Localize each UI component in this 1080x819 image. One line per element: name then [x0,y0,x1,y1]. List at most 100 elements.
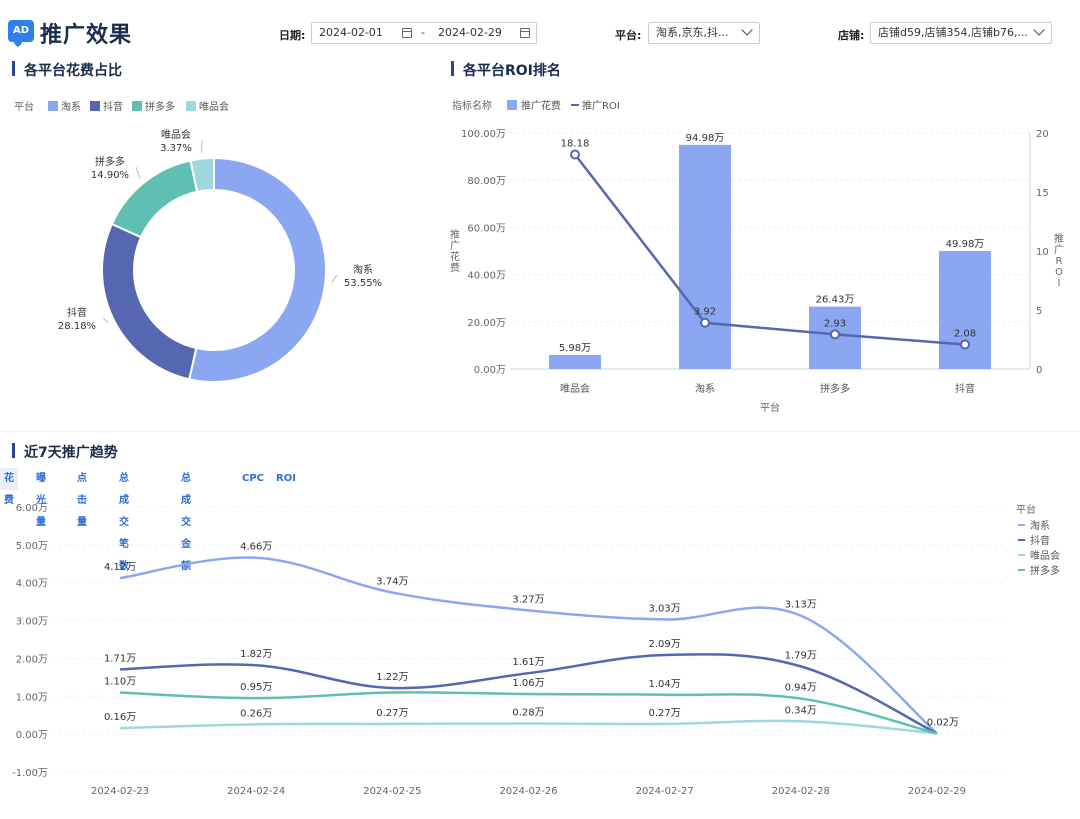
bar-value-label: 5.98万 [559,343,591,354]
label-leader-line [330,274,338,284]
section-divider [0,431,1080,432]
legend-title: 平台 [1016,503,1036,516]
legend-swatch[interactable] [507,100,517,110]
legend-item-label[interactable]: 推广ROI [582,99,620,112]
y2-tick-label: 15 [1036,188,1049,199]
legend-item-label[interactable]: 淘系 [1030,519,1050,532]
platform-spend-donut-chart: 平台 淘系 抖音 拼多多 唯品会淘系53.55%抖音28.18%拼多多14.90%唯品会… [14,100,382,383]
roi-point[interactable] [700,317,710,328]
date-separator: - [421,26,425,39]
tab-spend[interactable]: 花费 [0,468,18,506]
trend-value-label: 0.26万 [240,708,272,719]
bar[interactable] [679,144,731,369]
y-tick-label: 2.00万 [16,654,48,665]
y-tick-label: 6.00万 [16,503,48,514]
y-tick-label: 1.00万 [16,692,48,703]
trend-line [119,556,938,735]
legend-item-label[interactable]: 抖音 [1030,534,1050,547]
trend-value-label: 0.27万 [376,708,408,719]
legend-item-label[interactable]: 推广花费 [521,99,561,112]
roi-point[interactable] [830,329,840,340]
x-tick-label: 2024-02-27 [636,786,694,797]
trend-value-label: 0.16万 [104,712,136,723]
date-start-value[interactable]: 2024-02-01 [319,26,383,39]
roi-value-label: 2.93 [824,318,846,329]
trend-line [120,653,938,735]
legend-item-label[interactable]: 拼多多 [1030,564,1060,577]
tab-total-gmv[interactable]: 总成交金额 [181,473,191,572]
y-tick-label: 4.00万 [16,579,48,590]
y2-axis-title: R [1056,256,1063,267]
tab-total-orders[interactable]: 总成交笔数 [119,473,129,572]
bar-value-label: 26.43万 [816,295,855,306]
y-tick-label: 0.00万 [474,365,506,376]
y-axis-title: 花 [450,250,460,263]
tab-roi[interactable]: ROI [276,473,296,484]
x-tick-label: 淘系 [695,382,715,395]
slice-percent-label: 3.37% [160,143,192,154]
roi-value-label: 2.08 [954,328,976,339]
y-axis-title: 费 [450,261,460,274]
date-range-picker[interactable]: 2024-02-01 - 2024-02-29 [311,22,537,44]
trend-value-label: 3.03万 [649,603,681,614]
y-tick-label: 3.00万 [16,617,48,628]
legend-swatch[interactable] [90,101,100,111]
legend-item-label[interactable]: 抖音 [103,100,123,113]
y2-axis-title: I [1058,278,1061,289]
trend-value-label: 0.34万 [785,705,817,716]
slice-name-label: 拼多多 [95,155,125,168]
legend-item-label[interactable]: 唯品会 [1030,549,1060,562]
y-tick-label: 100.00万 [461,129,506,140]
legend-title: 指标名称 [452,99,492,112]
trend-value-label: 0.95万 [240,682,272,693]
roi-value-label: 3.92 [694,307,716,318]
tab-cpc[interactable]: CPC [242,473,265,484]
y-tick-label: 20.00万 [467,318,506,329]
slice-name-label: 唯品会 [161,128,191,141]
y-axis-title: 推 [450,228,460,241]
platform-roi-combo-chart: 指标名称 推广花费 推广ROI0.00万20.00万40.00万60.00万80.0… [450,99,1064,414]
trend-line [120,691,938,735]
donut-slice[interactable] [101,222,198,381]
bar[interactable] [549,354,601,369]
roi-section-title: 各平台ROI排名 [451,60,561,80]
x-tick-label: 2024-02-23 [91,786,149,797]
bar[interactable] [939,251,991,369]
pie-section-title: 各平台花费占比 [12,60,122,80]
date-end-value[interactable]: 2024-02-29 [438,26,502,39]
legend-swatch[interactable] [48,101,58,111]
trend-value-label: 0.94万 [785,683,817,694]
label-leader-line [102,317,109,324]
roi-point[interactable] [960,339,970,350]
label-leader-line [135,166,141,179]
legend-item-label[interactable]: 淘系 [61,100,81,113]
x-tick-label: 2024-02-28 [772,786,830,797]
trend-value-label: 3.74万 [376,577,408,588]
donut-slice[interactable] [189,156,215,193]
tab-impressions[interactable]: 曝光量 [36,473,46,528]
donut-slice[interactable] [188,156,327,383]
store-select[interactable]: 店铺d59,店铺354,店铺b76,... [870,22,1052,44]
y2-axis-title: 推 [1054,232,1064,245]
legend-swatch[interactable] [186,101,196,111]
trend-value-label: 1.79万 [785,650,817,661]
page-header: AD 推广效果 日期: 2024-02-01 - 2024-02-29 平台: … [0,0,1080,56]
calendar-icon[interactable] [520,28,530,38]
y-axis-title: 广 [450,240,460,252]
x-tick-label: 2024-02-29 [908,786,966,797]
legend-item-label[interactable]: 拼多多 [145,100,175,113]
x-tick-label: 2024-02-26 [499,786,557,797]
legend-item-label[interactable]: 唯品会 [199,100,229,113]
trend-value-label: 4.12万 [104,562,136,573]
trend-value-label: 1.06万 [512,678,544,689]
legend-swatch[interactable] [132,101,142,111]
tab-clicks[interactable]: 点击量 [77,473,87,528]
y-tick-label: 80.00万 [467,176,506,187]
chevron-down-icon[interactable] [1033,24,1045,36]
calendar-icon[interactable] [402,28,412,38]
roi-point[interactable] [570,149,580,160]
x-tick-label: 拼多多 [820,382,850,395]
roi-value-label: 18.18 [561,138,590,149]
platform-select[interactable]: 淘系,京东,抖... [648,22,760,44]
chevron-down-icon[interactable] [741,24,753,36]
